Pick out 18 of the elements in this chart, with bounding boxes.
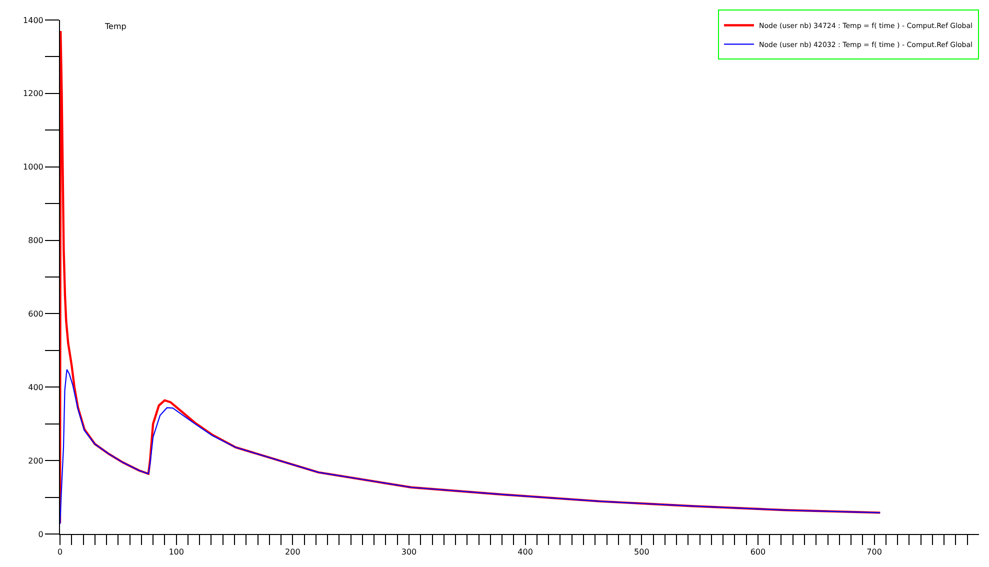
y-tick-label: 400 [28,382,44,392]
x-tick-label: 300 [401,548,417,557]
y-tick-label: 1000 [23,162,44,172]
y-tick-label: 1200 [23,89,44,98]
y-tick-label: 0 [38,530,44,539]
y-tick-label: 600 [28,310,44,319]
y-tick-label: 800 [28,236,44,246]
y-axis-title: Temp [104,22,126,31]
x-tick-label: 700 [866,548,882,557]
line-series [60,368,881,525]
x-tick-label: 100 [168,548,184,557]
x-tick-label: 600 [750,548,766,557]
x-tick-label: 0 [57,548,63,557]
y-tick-label: 200 [28,456,44,466]
y-tick-label: 1400 [23,16,44,25]
x-tick-label: 400 [518,548,533,557]
x-tick-label: 500 [634,548,650,557]
x-tick-label: 200 [285,548,300,557]
